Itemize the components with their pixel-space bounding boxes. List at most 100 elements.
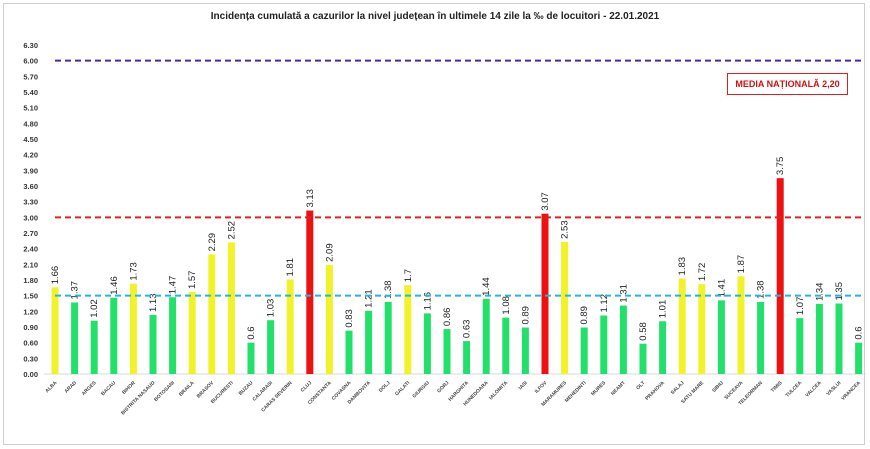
bar-caras-severin [286,279,294,374]
y-tick-label: 4.50 [23,135,38,144]
data-label: 3.07 [540,192,551,211]
x-tick-label: GIURGIU [411,380,431,400]
x-tick-label: ARAD [64,380,79,395]
data-label: 0.63 [462,320,473,339]
x-tick-label: IALOMITA [488,380,509,401]
bar-cluj [306,210,314,374]
x-tick-label: BRAILA [178,380,196,398]
y-tick-label: 6.30 [23,41,38,50]
data-label: 1.66 [50,266,61,285]
bar-olt [639,343,647,374]
data-label: 0.86 [442,308,453,327]
bar-ilfov [541,213,549,374]
y-tick-label: 5.10 [23,104,38,113]
bar-gorj [443,329,451,374]
bar-dolj [384,301,392,374]
y-tick-label: 3.60 [23,182,38,191]
data-label: 3.75 [775,157,786,176]
data-label: 2.53 [560,220,571,239]
x-tick-label: GALATI [394,380,412,398]
data-label: 1.35 [834,282,845,301]
x-tick-label: TULCEA [785,380,804,399]
bar-bistrita-nasaud [149,314,157,374]
data-label: 0.89 [520,306,531,325]
bar-hunedoara [482,298,490,374]
bar-galati [404,285,412,374]
x-tick-label: TIMIS [770,380,784,394]
x-tick-label: ARGES [81,380,98,397]
bar-dambovita [365,310,373,374]
data-label: 1.38 [756,280,767,299]
x-tick-label: MURES [590,380,607,397]
data-label: 0.6 [854,326,865,339]
y-tick-label: 2.40 [23,245,38,254]
data-label: 1.87 [736,255,747,274]
bar-ialomita [502,317,510,374]
x-tick-label: VASLUI [825,380,842,397]
data-label: 2.09 [324,243,335,262]
x-tick-label: DOLJ [378,380,392,394]
x-tick-label: VRANCEA [840,380,862,402]
bar-teleorman [757,301,765,374]
y-tick-label: 3.00 [23,213,38,222]
x-tick-label: CLUJ [300,380,314,394]
data-label: 0.89 [579,306,590,325]
data-label: 1.16 [422,292,433,311]
x-tick-label: BUZAU [238,380,255,397]
chart-frame [3,3,865,445]
bar-buzau [247,342,255,374]
x-tick-label: IASI [518,380,530,392]
x-tick-label: MEHEDINTI [564,380,588,404]
bar-giurgiu [423,313,431,374]
y-tick-label: 4.80 [23,119,38,128]
data-label: 2.52 [226,221,237,240]
data-label: 1.72 [697,263,708,282]
data-label: 1.41 [716,279,727,298]
bar-iasi [521,327,529,374]
y-tick-label: 1.20 [23,307,38,316]
bar-vrancea [855,342,863,374]
bar-valcea [815,304,823,374]
x-tick-label: ALBA [44,380,58,394]
x-tick-label: BOTOSANI [153,380,176,403]
bar-suceava [737,276,745,374]
bar-salaj [678,278,686,374]
y-tick-label: 0.00 [23,370,38,379]
y-tick-label: 0.30 [23,354,38,363]
bar-bucuresti [227,242,235,374]
data-label: 1.73 [128,262,139,281]
bar-vaslui [835,303,843,374]
data-label: 1.38 [383,280,394,299]
bar-prahova [659,321,667,374]
data-label: 1.81 [285,258,296,277]
bar-bacau [110,297,118,374]
bar-braila [188,292,196,374]
y-tick-label: 4.20 [23,151,38,160]
bar-bihor [129,283,137,374]
data-label: 1.12 [599,294,610,313]
x-tick-label: GORJ [436,380,450,394]
data-label: 1.7 [403,269,414,282]
x-tick-label: BACAU [100,380,117,397]
y-tick-label: 0.90 [23,323,38,332]
bar-arges [90,320,98,374]
bar-harghita [463,341,471,374]
y-tick-label: 6.00 [23,57,38,66]
x-tick-label: SIBIU [711,380,725,394]
bar-mures [600,315,608,374]
x-tick-label: SALAJ [670,380,686,396]
data-label: 1.02 [89,299,100,318]
data-label: 1.37 [70,281,81,300]
x-tick-label: BIHOR [121,380,137,396]
data-label: 2.29 [207,233,218,252]
data-label: 1.47 [168,276,179,295]
x-tick-label: NEAMT [610,380,627,397]
bar-covasna [345,330,353,374]
bar-constanta [325,264,333,374]
y-tick-label: 5.70 [23,72,38,81]
bar-brasov [208,254,216,374]
data-label: 1.01 [658,300,669,319]
y-tick-label: 2.70 [23,229,38,238]
bar-timis [776,178,784,374]
bar-satu-mare [698,284,706,374]
